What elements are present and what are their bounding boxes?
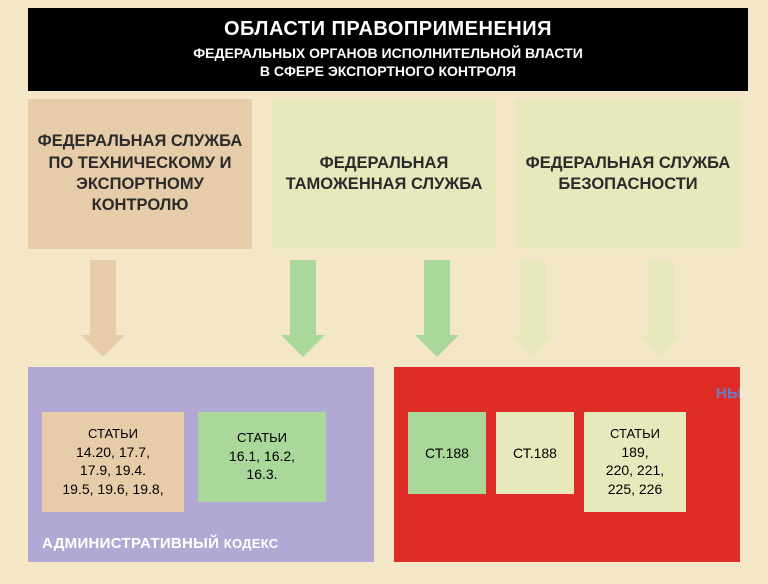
agency-label: ФЕДЕРАЛЬНАЯ СЛУЖБА ПО ТЕХНИЧЕСКОМУ И ЭКС… — [36, 131, 244, 217]
arrow-4 — [520, 260, 546, 357]
article-title: СТАТЬИ — [48, 426, 178, 443]
arrow-shaft — [90, 260, 116, 335]
arrow-head-icon — [281, 335, 325, 357]
article-title: СТАТЬИ — [204, 430, 320, 447]
arrow-head-icon — [639, 335, 683, 357]
admin-article-1: СТАТЬИ 14.20, 17.7, 17.9, 19.4. 19.5, 19… — [42, 412, 184, 512]
arrow-2 — [290, 260, 316, 357]
codes-row: СТАТЬИ 14.20, 17.7, 17.9, 19.4. 19.5, 19… — [28, 367, 740, 562]
arrow-head-icon — [415, 335, 459, 357]
article-line: 189, — [590, 443, 680, 461]
agency-fstek: ФЕДЕРАЛЬНАЯ СЛУЖБА ПО ТЕХНИЧЕСКОМУ И ЭКС… — [28, 99, 252, 249]
crim-article-1: СТ.188 — [408, 412, 486, 494]
administrative-code-box: СТАТЬИ 14.20, 17.7, 17.9, 19.4. 19.5, 19… — [28, 367, 374, 562]
criminal-code-box: НЫЙ КОДЕКС СТ.188 СТ.188 СТАТЬИ 189, 220… — [394, 367, 740, 562]
arrow-1 — [90, 260, 116, 357]
arrow-shaft — [424, 260, 450, 335]
article-line: 17.9, 19.4. — [48, 461, 178, 479]
title-line1: ОБЛАСТИ ПРАВОПРИМЕНЕНИЯ — [48, 18, 728, 41]
article-line: 220, 221, — [590, 461, 680, 479]
admin-code-label: АДМИНИСТРАТИВНЫЙ КОДЕКС — [42, 535, 278, 552]
agency-label: ФЕДЕРАЛЬНАЯ СЛУЖБА БЕЗОПАСНОСТИ — [524, 153, 732, 196]
agency-fsb: ФЕДЕРАЛЬНАЯ СЛУЖБА БЕЗОПАСНОСТИ — [516, 99, 740, 249]
title-line2: ФЕДЕРАЛЬНЫХ ОРГАНОВ ИСПОЛНИТЕЛЬНОЙ ВЛАСТ… — [48, 45, 728, 61]
article-line: 16.1, 16.2, — [204, 447, 320, 465]
article-line: СТ.188 — [414, 444, 480, 462]
arrow-head-icon — [81, 335, 125, 357]
article-line: 225, 226 — [590, 480, 680, 498]
arrow-5 — [648, 260, 674, 357]
article-line: СТ.188 — [502, 444, 568, 462]
code-label-small: КОДЕКС — [224, 536, 279, 551]
article-line: 16.3. — [204, 465, 320, 483]
admin-article-2: СТАТЬИ 16.1, 16.2, 16.3. — [198, 412, 326, 502]
admin-articles: СТАТЬИ 14.20, 17.7, 17.9, 19.4. 19.5, 19… — [42, 412, 360, 550]
agency-label: ФЕДЕРАЛЬНАЯ ТАМОЖЕННАЯ СЛУЖБА — [280, 153, 488, 196]
article-title: СТАТЬИ — [590, 426, 680, 443]
arrow-shaft — [290, 260, 316, 335]
agency-customs: ФЕДЕРАЛЬНАЯ ТАМОЖЕННАЯ СЛУЖБА — [272, 99, 496, 249]
crim-article-2: СТ.188 — [496, 412, 574, 494]
arrow-head-icon — [511, 335, 555, 357]
code-label-main: АДМИНИСТРАТИВНЫЙ — [42, 535, 219, 552]
article-line: 14.20, 17.7, — [48, 443, 178, 461]
arrow-shaft — [520, 260, 546, 335]
article-line: 19.5, 19.6, 19.8, — [48, 480, 178, 498]
arrow-3 — [424, 260, 450, 357]
title-header: ОБЛАСТИ ПРАВОПРИМЕНЕНИЯ ФЕДЕРАЛЬНЫХ ОРГА… — [28, 8, 748, 91]
crim-article-3: СТАТЬИ 189, 220, 221, 225, 226 — [584, 412, 686, 512]
crim-articles: СТ.188 СТ.188 СТАТЬИ 189, 220, 221, 225,… — [408, 412, 726, 550]
agencies-row: ФЕДЕРАЛЬНАЯ СЛУЖБА ПО ТЕХНИЧЕСКОМУ И ЭКС… — [0, 99, 768, 249]
title-line3: В СФЕРЕ ЭКСПОРТНОГО КОНТРОЛЯ — [48, 63, 728, 79]
arrow-shaft — [648, 260, 674, 335]
criminal-label-overflow: НЫЙ КОДЕКС — [716, 385, 740, 402]
